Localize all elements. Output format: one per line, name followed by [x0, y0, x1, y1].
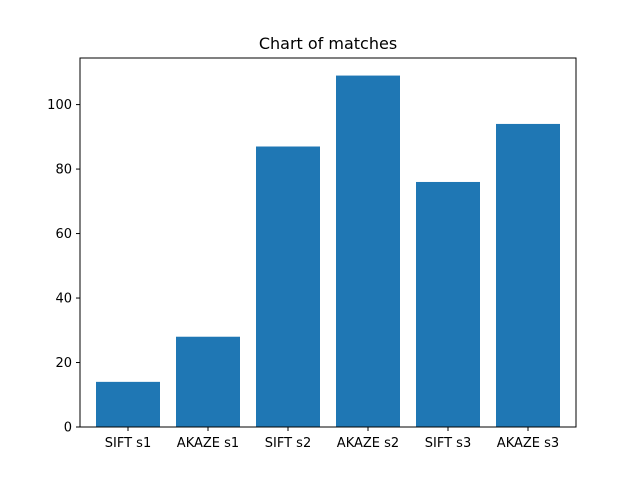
- y-tick-label: 40: [55, 292, 72, 307]
- x-tick-label: SIFT s2: [265, 436, 311, 451]
- x-axis: SIFT s1 AKAZE s1 SIFT s2 AKAZE s2 SIFT s3 AKA…: [105, 427, 559, 451]
- plot-frame: [79, 57, 577, 428]
- y-tick-label: 80: [55, 163, 72, 178]
- y-tick-label: 0: [64, 421, 72, 436]
- bar-akaze-s2: [336, 75, 400, 428]
- chart-title: Chart of matches: [259, 34, 397, 53]
- bars-group: [96, 75, 560, 428]
- y-tick-label: 60: [55, 227, 72, 242]
- x-tick-label: SIFT s3: [425, 436, 471, 451]
- bar-akaze-s3: [496, 123, 560, 427]
- x-tick-label: AKAZE s2: [337, 436, 399, 451]
- y-tick-label: 20: [55, 356, 72, 371]
- bar-sift-s1: [96, 381, 160, 427]
- x-tick-label: AKAZE s3: [497, 436, 559, 451]
- y-tick-label: 100: [47, 98, 72, 113]
- y-axis: 0 20 40 60 80 100: [47, 98, 80, 436]
- bar-sift-s2: [256, 146, 320, 428]
- x-tick-label: SIFT s1: [105, 436, 151, 451]
- x-tick-label: AKAZE s1: [177, 436, 239, 451]
- bar-akaze-s1: [176, 336, 240, 427]
- bar-sift-s3: [416, 181, 480, 427]
